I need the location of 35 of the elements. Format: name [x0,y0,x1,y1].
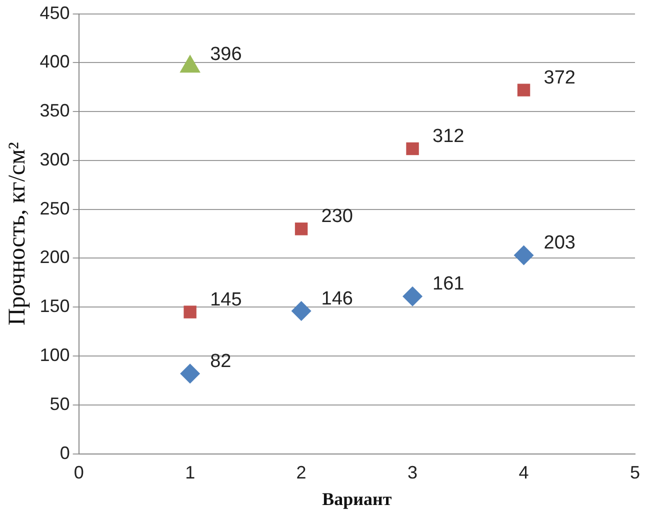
y-tick-label: 450 [40,2,70,23]
data-label: 312 [432,126,464,147]
data-label: 146 [321,288,353,310]
data-label: 230 [321,206,353,228]
x-tick-label: 4 [518,462,529,483]
x-tick-label: 2 [296,462,306,483]
y-axis-title: Прочность, кг/см² [4,142,31,326]
y-tick-label: 100 [40,344,70,365]
point [402,286,423,306]
data-label: 82 [210,350,232,372]
data-label: 145 [210,289,242,310]
x-tick-label: 3 [408,462,418,483]
point [184,306,196,318]
point [180,364,200,384]
point [406,142,419,156]
data-label: 161 [432,274,464,295]
x-tick-label: 0 [74,462,84,483]
y-tick-label: 400 [40,52,70,72]
data-label: 372 [544,67,576,88]
y-tick-label: 150 [40,296,70,316]
y-tick-label: 300 [40,149,70,170]
y-tick-label: 50 [50,394,70,414]
data-label: 203 [544,232,576,254]
point [294,222,308,236]
x-axis-title: Вариант [322,488,392,509]
y-tick-label: 200 [40,247,70,268]
x-tick-label: 5 [630,462,640,483]
y-tick-label: 0 [60,442,70,463]
data-label: 396 [210,44,242,65]
point [291,301,312,322]
y-tick-label: 350 [40,100,70,121]
point [514,245,534,266]
x-tick-label: 1 [185,462,196,483]
y-tick-label: 250 [40,198,70,218]
point [517,84,530,96]
